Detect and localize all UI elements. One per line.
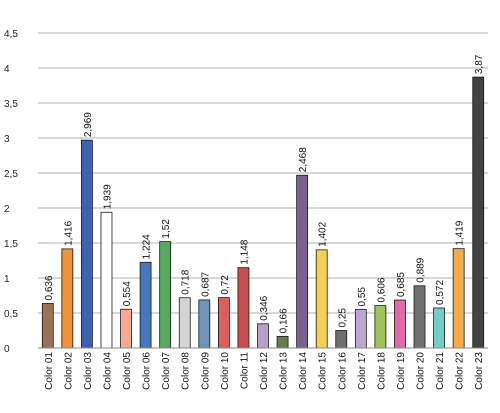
bar-color-21 bbox=[433, 307, 445, 349]
bar-color-10 bbox=[217, 297, 230, 349]
y-tick-label: 3 bbox=[4, 134, 10, 145]
bar-color-11 bbox=[237, 267, 250, 349]
category-label: Color 09 bbox=[200, 352, 211, 390]
category-label: Color 21 bbox=[435, 352, 446, 390]
category-label: Color 18 bbox=[376, 352, 387, 390]
bar-color-03 bbox=[81, 139, 93, 349]
category-label: Color 01 bbox=[44, 352, 55, 390]
category-label: Color 04 bbox=[102, 352, 113, 390]
y-tick-label: 0 bbox=[4, 344, 10, 355]
value-label: 0,606 bbox=[376, 277, 387, 302]
bar-color-02 bbox=[61, 248, 74, 349]
value-label: 0,572 bbox=[435, 279, 446, 304]
value-label: 0,718 bbox=[181, 269, 192, 294]
value-label: 1,148 bbox=[239, 239, 250, 264]
category-label: Color 10 bbox=[220, 352, 231, 390]
value-label: 0,72 bbox=[220, 275, 231, 295]
bar-color-16 bbox=[335, 330, 348, 349]
value-label: 3,87 bbox=[474, 54, 485, 74]
value-label: 0,55 bbox=[357, 287, 368, 307]
bar-color-04 bbox=[100, 211, 113, 349]
bar-color-20 bbox=[413, 285, 426, 349]
value-label: 0,554 bbox=[122, 281, 133, 306]
bar-color-05 bbox=[120, 308, 132, 349]
category-label: Color 02 bbox=[63, 352, 74, 390]
value-label: 1,224 bbox=[142, 234, 153, 259]
bar-color-18 bbox=[374, 305, 387, 349]
category-label: Color 23 bbox=[474, 352, 485, 390]
value-label: 1,419 bbox=[455, 220, 466, 245]
value-label: 1,416 bbox=[63, 220, 74, 245]
y-tick-label: 4 bbox=[4, 64, 10, 75]
category-label: Color 06 bbox=[142, 352, 153, 390]
bar-color-22 bbox=[452, 248, 465, 349]
category-label: Color 20 bbox=[416, 352, 427, 390]
category-label: Color 16 bbox=[337, 352, 348, 390]
value-label: 1,52 bbox=[161, 219, 172, 239]
value-label: 0,25 bbox=[337, 308, 348, 328]
bar-color-13 bbox=[276, 335, 289, 349]
y-tick-label: 4,5 bbox=[4, 29, 18, 40]
category-label: Color 12 bbox=[259, 352, 270, 390]
category-label: Color 07 bbox=[161, 352, 172, 390]
y-tick-label: 3,5 bbox=[4, 99, 18, 110]
value-label: 0,687 bbox=[200, 271, 211, 296]
bar-color-09 bbox=[198, 299, 211, 349]
y-tick-label: 2,5 bbox=[4, 169, 18, 180]
value-labels: 0,636 1,416 2,969 1,939 0,554 1,224 1,52 0,718 0… bbox=[44, 54, 485, 333]
value-label: 0,166 bbox=[279, 308, 290, 333]
value-label: 0,346 bbox=[259, 295, 270, 320]
value-label: 1,939 bbox=[102, 184, 113, 209]
bar-color-19 bbox=[394, 299, 406, 349]
value-label: 0,636 bbox=[44, 275, 55, 300]
category-label: Color 05 bbox=[122, 352, 133, 390]
category-label: Color 22 bbox=[455, 352, 466, 390]
category-label: Color 15 bbox=[318, 352, 329, 390]
y-axis-tick-labels: 0 0,5 1 1,5 2 2,5 3 3,5 4 4,5 bbox=[4, 29, 18, 355]
category-label: Color 03 bbox=[83, 352, 94, 390]
value-label: 1,402 bbox=[318, 221, 329, 246]
value-label: 2,969 bbox=[83, 112, 94, 137]
bar-color-15 bbox=[315, 249, 328, 349]
category-label: Color 13 bbox=[279, 352, 290, 390]
y-tick-label: 1 bbox=[4, 274, 10, 285]
bar-color-14 bbox=[296, 174, 309, 349]
category-label: Color 19 bbox=[396, 352, 407, 390]
bar-color-08 bbox=[178, 297, 191, 349]
y-tick-label: 0,5 bbox=[4, 309, 18, 320]
bar-color-07 bbox=[159, 241, 172, 349]
gridlines bbox=[38, 32, 488, 314]
category-label: Color 11 bbox=[239, 352, 250, 389]
value-label: 0,889 bbox=[416, 257, 427, 282]
category-label: Color 08 bbox=[181, 352, 192, 390]
bar-color-06 bbox=[139, 261, 152, 349]
category-label: Color 17 bbox=[357, 352, 368, 390]
value-label: 0,685 bbox=[396, 272, 407, 297]
category-label: Color 14 bbox=[298, 352, 309, 390]
bar-color-12 bbox=[257, 323, 269, 349]
bar-color-01 bbox=[41, 303, 54, 349]
x-axis-category-labels: Color 01 Color 02 Color 03 Color 04 Color 05… bbox=[44, 352, 485, 390]
y-tick-label: 2 bbox=[4, 204, 10, 215]
value-label: 2,468 bbox=[298, 147, 309, 172]
bar-color-23 bbox=[472, 76, 485, 349]
y-tick-label: 1,5 bbox=[4, 239, 18, 250]
bar-color-17 bbox=[354, 309, 367, 349]
